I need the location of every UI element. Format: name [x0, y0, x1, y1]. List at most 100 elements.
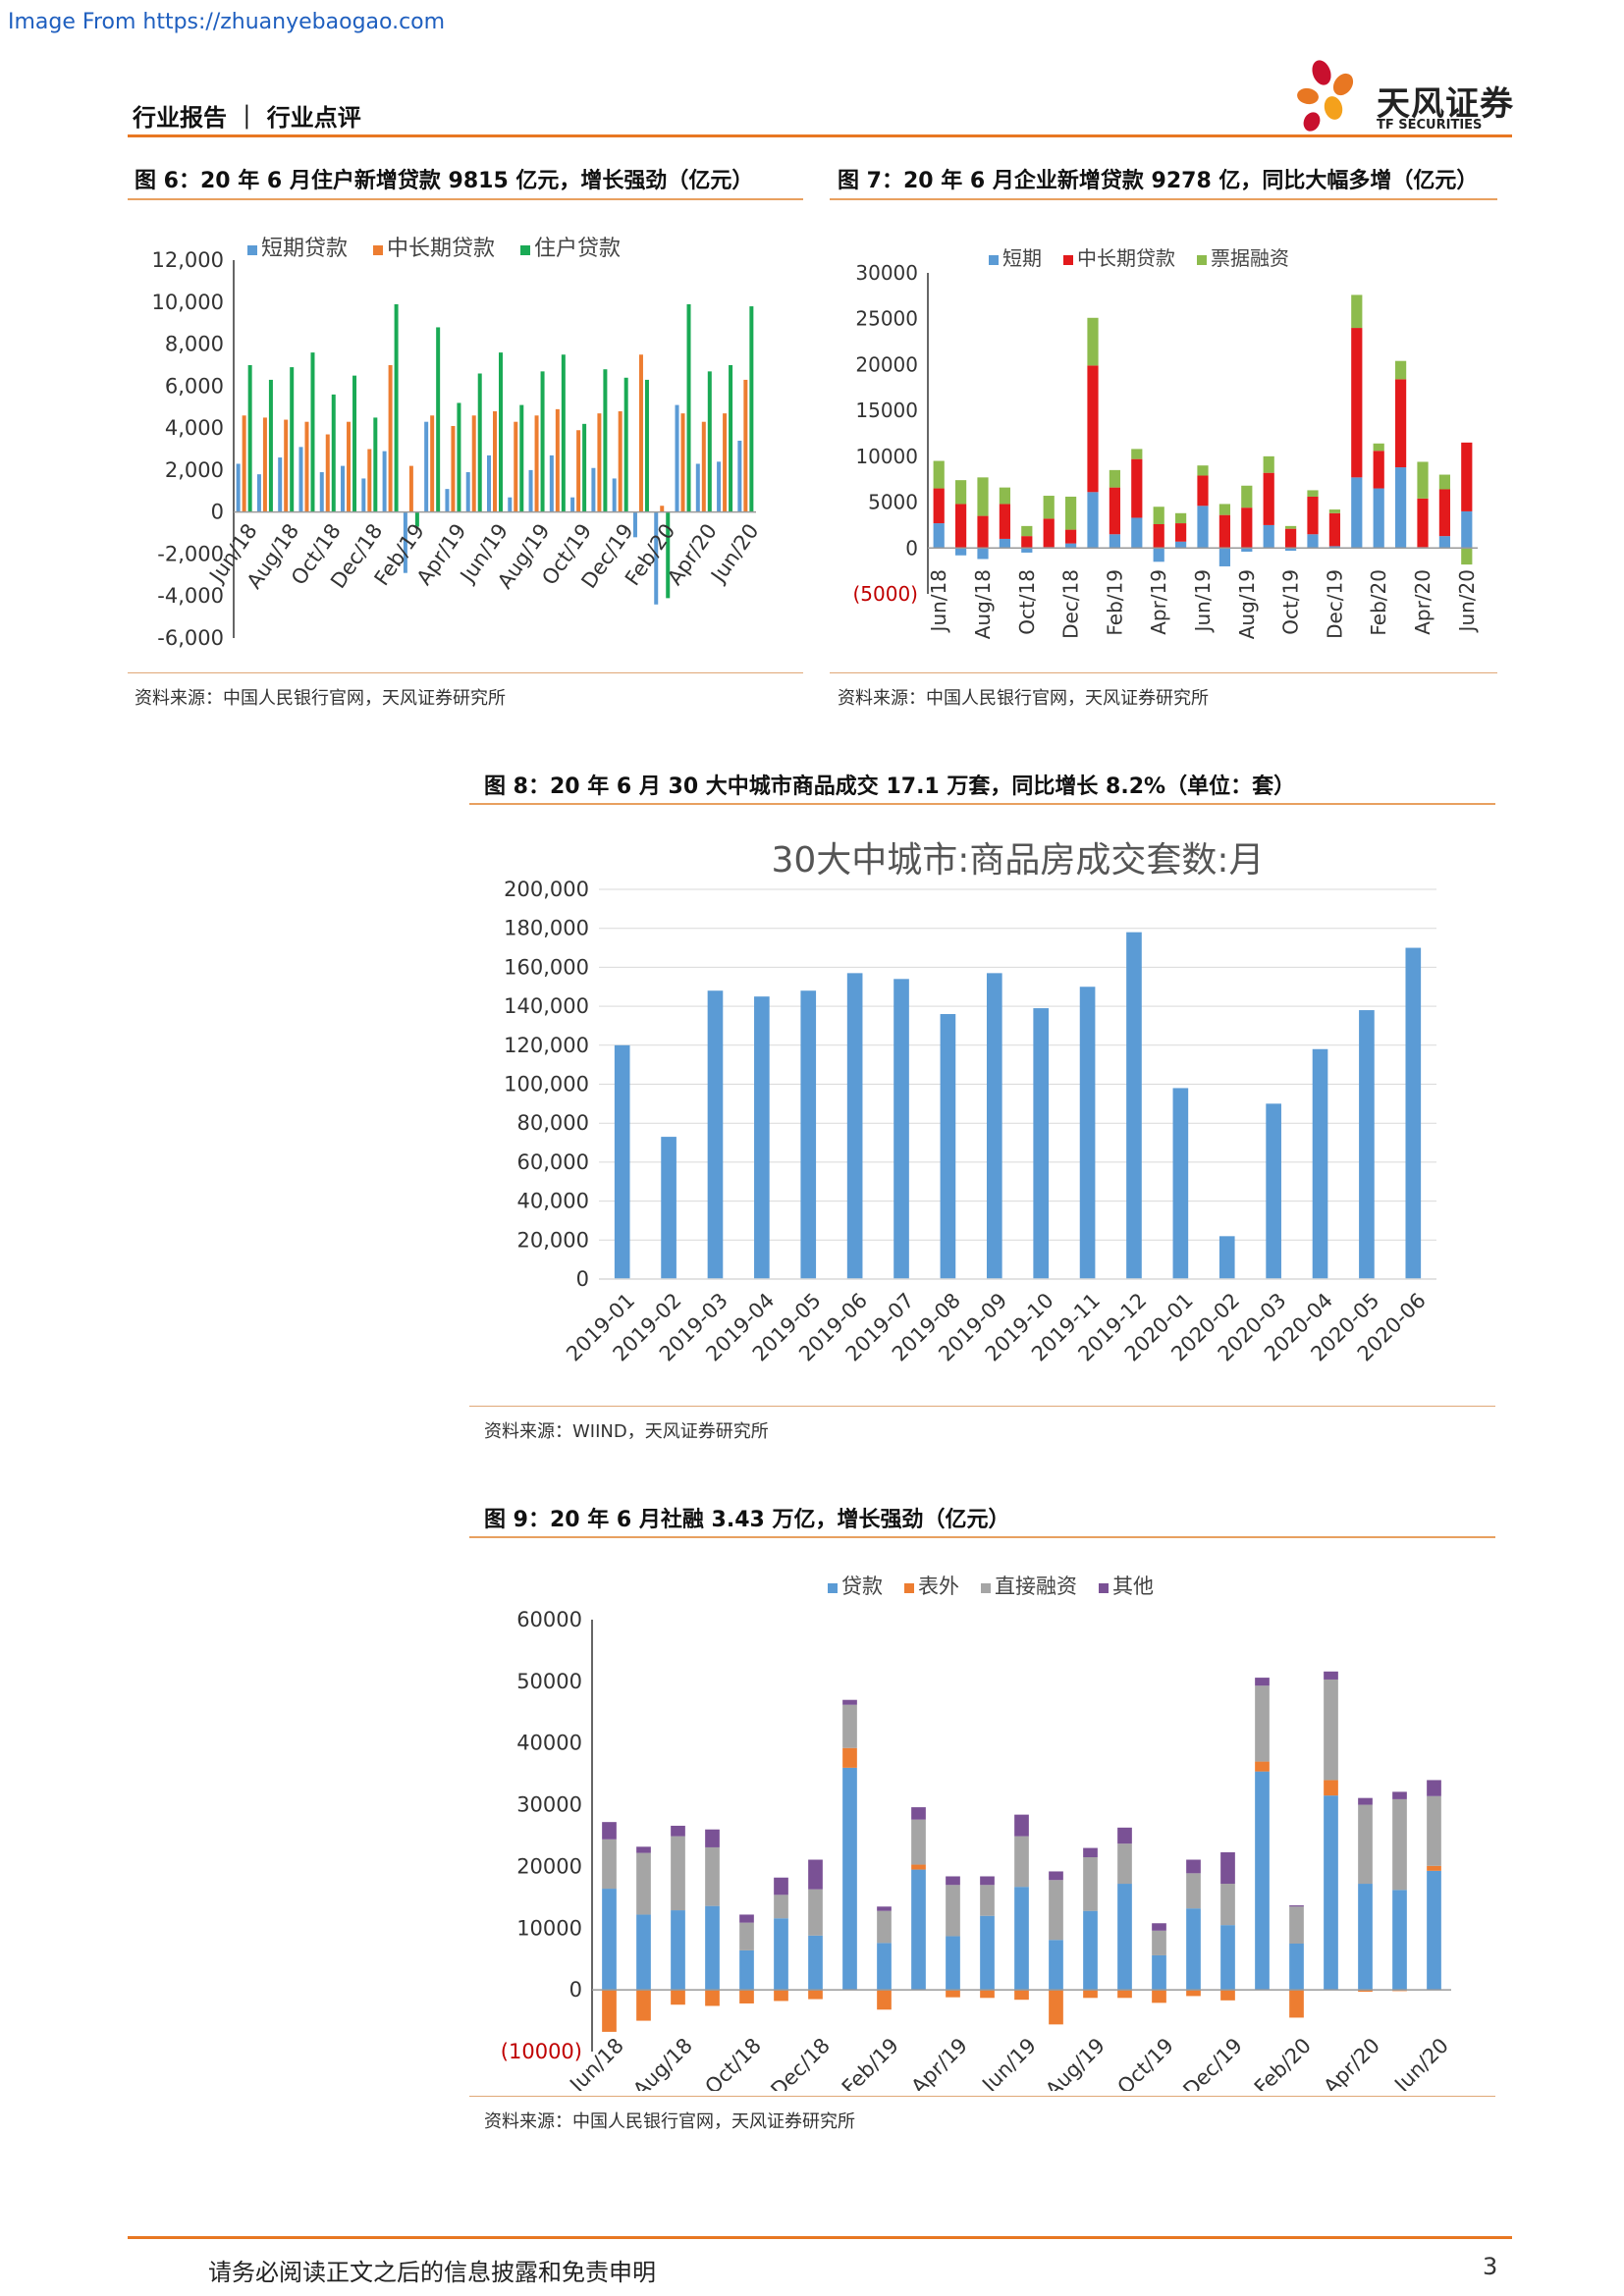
bar-3 [705, 1846, 720, 1906]
y-tick-label: 10000 [516, 1916, 582, 1940]
bar-2 [1220, 1990, 1235, 2001]
bar-4 [1289, 1905, 1304, 1907]
bar-3 [373, 417, 378, 512]
legend-label: 中长期贷款 [1077, 246, 1175, 270]
bar-2 [1351, 328, 1363, 478]
bar-2 [660, 506, 665, 512]
x-tick-label: Aug/18 [628, 2034, 697, 2091]
x-tick-label: Dec/19 [1323, 569, 1346, 639]
bar-4 [911, 1807, 926, 1820]
bar-4 [636, 1846, 651, 1853]
x-tick-label: Dec/19 [1178, 2034, 1247, 2091]
bar-3 [1218, 504, 1230, 515]
bar-1 [549, 454, 554, 512]
bar-1 [1175, 541, 1187, 549]
y-tick-label: 0 [576, 1267, 589, 1291]
bar-1 [717, 461, 722, 512]
chart-title: 30大中城市:商品房成交套数:月 [771, 840, 1264, 881]
bar-1 [1218, 1236, 1235, 1279]
bar-2 [723, 413, 728, 512]
bar-3 [1197, 465, 1209, 476]
bar-1 [1289, 1944, 1304, 1991]
bar-3 [1117, 1843, 1132, 1885]
bar-3 [1395, 360, 1407, 380]
fig7-title: 图 7：20 年 6 月企业新增贷款 9278 亿，同比大幅多增（亿元） [838, 169, 1479, 193]
bar-3 [499, 352, 503, 512]
bar-4 [1220, 1851, 1235, 1885]
bar-1 [1461, 510, 1473, 549]
bar-3 [457, 402, 461, 512]
bar-3 [1255, 1685, 1270, 1762]
bar-3 [911, 1819, 926, 1865]
bar-1 [1220, 1925, 1235, 1991]
bar-3 [749, 306, 754, 512]
x-tick-label: Oct/19 [1279, 569, 1303, 635]
bar-2 [1186, 1990, 1201, 1997]
bar-1 [842, 1767, 857, 1991]
bar-3 [1220, 1884, 1235, 1926]
bar-2 [955, 504, 967, 549]
bar-3 [352, 375, 357, 512]
bar-1 [1307, 534, 1319, 549]
bar-1 [1405, 947, 1422, 1279]
bar-3 [842, 1704, 857, 1748]
logo-english-name: TF SECURITIES [1377, 118, 1483, 133]
bar-4 [671, 1825, 685, 1837]
bar-4 [1152, 1923, 1166, 1931]
bar-2 [325, 434, 330, 512]
fig9-source-rule [469, 2096, 1495, 2097]
y-tick-label: 2,000 [165, 458, 224, 482]
bar-3 [561, 354, 566, 512]
bar-3 [1438, 474, 1450, 490]
bar-2 [602, 1990, 617, 2032]
x-tick-label: Feb/19 [1103, 569, 1126, 636]
bar-3 [1175, 512, 1187, 524]
x-tick-label: Jun/20 [1389, 2034, 1453, 2091]
bar-1 [465, 472, 470, 512]
bar-1 [800, 990, 817, 1279]
bar-2 [1021, 536, 1033, 549]
bar-4 [705, 1829, 720, 1847]
bar-3 [636, 1852, 651, 1915]
bar-1 [946, 1936, 960, 1991]
y-tick-label: 160,000 [504, 955, 589, 979]
legend-label: 中长期贷款 [387, 237, 495, 261]
bar-3 [1014, 1836, 1029, 1888]
footer-disclaimer: 请务必阅读正文之后的信息披露和免责申明 [208, 2259, 656, 2286]
y-tick-label: 0 [569, 1978, 582, 2002]
bar-1 [636, 1914, 651, 1991]
fig6-source: 资料来源：中国人民银行官网，天风证券研究所 [135, 688, 506, 709]
bar-3 [1417, 461, 1429, 499]
fig6-chart: 12,000 10,000 8,000 6,000 4,000 2,000 0 -2,000 -… [152, 237, 764, 650]
bar-1 [661, 1137, 677, 1279]
bar-1 [980, 1915, 995, 1991]
bar-2 [242, 415, 246, 512]
bar-2 [367, 449, 372, 512]
bar-1 [1266, 1103, 1281, 1279]
bar-1 [1172, 1088, 1189, 1279]
bar-2 [534, 415, 539, 512]
bar-2 [977, 515, 989, 549]
bar-1 [403, 511, 407, 573]
x-tick-label: Aug/19 [1041, 2034, 1110, 2091]
fig7-chart: 30000 25000 20000 15000 10000 5000 0 (5000) Jun/… [852, 246, 1479, 639]
bar-3 [1153, 507, 1164, 524]
bar-4 [602, 1822, 617, 1840]
x-tick-label: Feb/20 [1250, 2034, 1316, 2091]
bar-2 [1197, 475, 1209, 507]
bar-1 [614, 1044, 630, 1279]
bar-3 [477, 373, 482, 512]
y-tick-label: 100,000 [504, 1073, 589, 1096]
bar-2 [808, 1990, 823, 2000]
y-tick-label: 180,000 [504, 917, 589, 940]
x-tick-label: Jun/20 [1455, 569, 1479, 633]
x-tick-label: Jun/18 [927, 569, 950, 633]
bar-3 [1351, 294, 1363, 329]
bar-1 [654, 511, 659, 605]
bar-3 [1461, 548, 1473, 565]
y-tick-label: 20000 [855, 352, 918, 376]
report-category: 行业报告 ｜ 行业点评 [133, 104, 361, 132]
bar-3 [602, 1839, 617, 1890]
bar-2 [705, 1990, 720, 2006]
fig7-source-rule [830, 672, 1497, 673]
